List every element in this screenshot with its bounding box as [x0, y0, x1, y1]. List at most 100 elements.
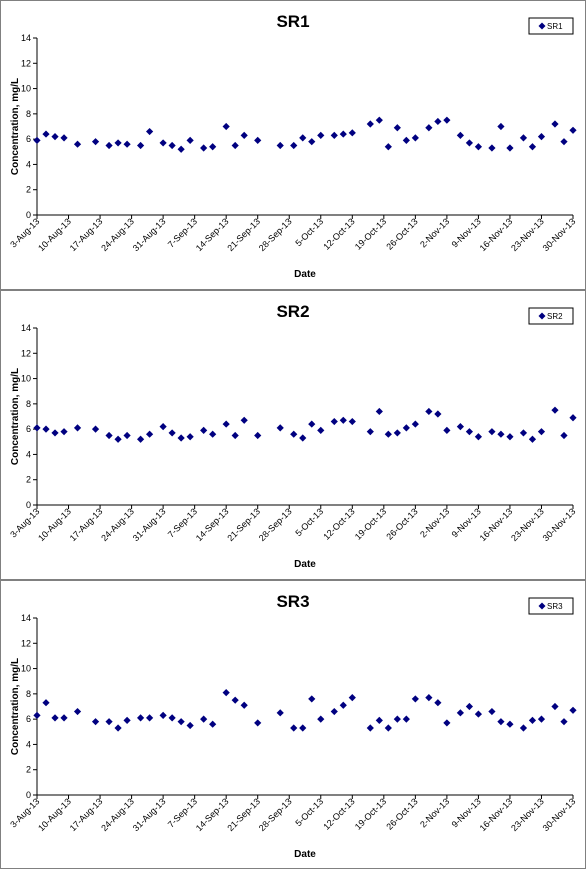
x-tick-label: 24-Aug-13 [99, 216, 136, 253]
data-point [425, 407, 433, 416]
y-tick-label: 8 [26, 399, 31, 409]
x-tick-label: 16-Nov-13 [478, 506, 515, 543]
x-tick-label: 31-Aug-13 [131, 796, 168, 833]
x-tick-label: 14-Sep-13 [194, 796, 231, 833]
data-point [434, 699, 442, 707]
y-tick-label: 14 [21, 323, 31, 333]
y-tick-label: 10 [21, 374, 31, 384]
data-point [434, 410, 442, 418]
x-axis-label: Date [294, 269, 316, 280]
y-tick-label: 8 [26, 109, 31, 119]
data-point [254, 431, 262, 440]
x-tick-label: 17-Aug-13 [68, 216, 105, 253]
data-point [136, 714, 145, 722]
data-point [375, 116, 383, 124]
y-tick-label: 10 [21, 664, 31, 674]
x-tick-label: 2-Nov-13 [418, 796, 451, 829]
x-tick-label: 23-Nov-13 [509, 506, 546, 543]
data-point [91, 138, 100, 146]
data-point [290, 430, 298, 438]
data-point [123, 140, 131, 148]
data-point [240, 701, 248, 709]
data-point [560, 718, 568, 726]
x-tick-label: 26-Oct-13 [384, 796, 419, 831]
legend-label: SR2 [547, 312, 563, 321]
x-tick-label: 2-Nov-13 [418, 216, 451, 249]
data-point [402, 715, 410, 723]
chart-title: SR2 [276, 302, 309, 321]
x-tick-label: 12-Oct-13 [321, 216, 356, 251]
data-point [339, 416, 347, 424]
data-point [393, 124, 401, 132]
data-point [60, 714, 68, 722]
data-point [186, 721, 194, 730]
legend-box [528, 17, 574, 35]
x-tick-label: 16-Nov-13 [478, 796, 515, 833]
data-point [222, 420, 230, 428]
legend-label: SR1 [547, 22, 563, 31]
x-axis-label: Date [294, 849, 316, 860]
data-point [537, 715, 546, 723]
data-point [488, 707, 496, 716]
data-point [402, 136, 410, 145]
data-point [366, 120, 374, 128]
x-tick-label: 31-Aug-13 [131, 216, 168, 253]
y-axis-label: Concentration, mg/L [10, 368, 21, 465]
data-point [200, 144, 208, 152]
chart-sr3: SR3024681012143-Aug-1310-Aug-1317-Aug-13… [8, 592, 578, 860]
data-point [339, 130, 347, 138]
data-point [519, 429, 528, 437]
data-point [200, 715, 208, 723]
data-point [456, 131, 464, 139]
x-tick-label: 30-Nov-13 [541, 506, 578, 543]
x-tick-label: 30-Nov-13 [541, 796, 578, 833]
data-point [384, 724, 392, 732]
data-point [488, 144, 496, 152]
data-point [51, 714, 59, 722]
data-point [299, 434, 307, 442]
data-point [474, 710, 483, 718]
y-tick-label: 6 [26, 424, 31, 434]
data-point [209, 720, 217, 728]
data-point [254, 136, 262, 145]
x-tick-label: 28-Sep-13 [257, 506, 294, 543]
y-tick-label: 8 [26, 689, 31, 699]
y-tick-label: 2 [26, 475, 31, 485]
data-point [159, 711, 167, 719]
data-point [240, 416, 248, 424]
data-point [42, 425, 50, 433]
data-point [114, 724, 122, 732]
data-point [168, 429, 176, 437]
x-tick-label: 23-Nov-13 [509, 216, 546, 253]
data-point [366, 428, 374, 436]
data-point [231, 141, 239, 150]
data-point [411, 420, 419, 428]
data-point [456, 709, 464, 717]
x-tick-label: 14-Sep-13 [194, 506, 231, 543]
data-point [330, 417, 338, 426]
data-point [209, 430, 217, 438]
data-point [375, 407, 383, 416]
data-point [443, 719, 451, 727]
x-tick-label: 19-Oct-13 [353, 506, 388, 541]
x-tick-label: 10-Aug-13 [36, 796, 73, 833]
data-point [42, 699, 50, 707]
data-point [146, 127, 154, 136]
data-point [465, 428, 474, 436]
data-point [299, 134, 307, 142]
legend-marker-icon [538, 312, 546, 320]
x-tick-label: 17-Aug-13 [68, 506, 105, 543]
data-point [317, 131, 325, 139]
data-point [276, 141, 284, 150]
x-tick-label: 31-Aug-13 [131, 506, 168, 543]
data-point [168, 141, 176, 150]
data-point [317, 715, 325, 723]
x-tick-label: 12-Oct-13 [321, 796, 356, 831]
data-point [528, 435, 537, 443]
data-point [551, 702, 559, 711]
y-axis-label: Concentration, mg/L [10, 658, 21, 755]
data-point [375, 716, 383, 725]
x-tick-label: 21-Sep-13 [225, 506, 262, 543]
data-point [569, 706, 577, 714]
data-point [146, 430, 154, 438]
